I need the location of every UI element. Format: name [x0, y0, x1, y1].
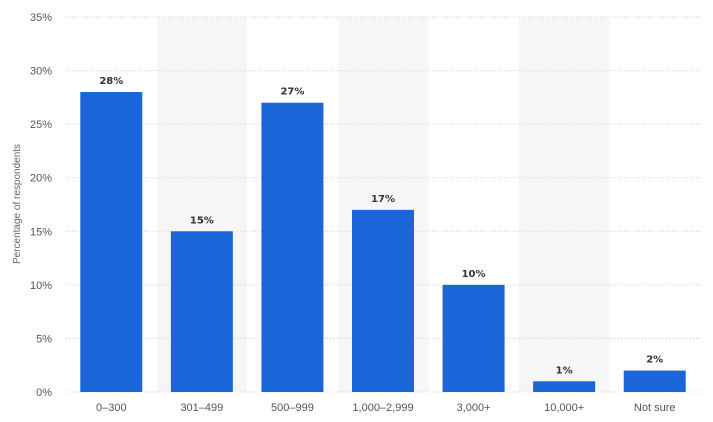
y-tick-label: 35%	[30, 12, 52, 24]
x-tick-label: 3,000+	[457, 402, 491, 414]
data-label: 27%	[280, 87, 304, 98]
x-tick-label: 0–300	[96, 402, 127, 414]
x-tick-label: 301–499	[180, 402, 223, 414]
data-label: 1%	[556, 365, 573, 376]
bar[interactable]	[533, 381, 596, 392]
data-label: 15%	[190, 215, 214, 226]
band	[518, 17, 610, 392]
data-label: 28%	[99, 76, 123, 87]
y-axis-title: Percentage of respondents	[12, 144, 23, 264]
bar[interactable]	[623, 370, 686, 392]
bar[interactable]	[442, 284, 505, 392]
x-tick-label: 500–999	[271, 402, 314, 414]
data-label: 17%	[371, 194, 395, 205]
bar[interactable]	[261, 102, 324, 392]
data-label: 2%	[646, 355, 663, 366]
y-tick-label: 0%	[36, 387, 52, 399]
data-labels: 28% 15% 27% 17% 10% 1% 2%	[99, 76, 663, 376]
x-tick-label: 10,000+	[544, 402, 584, 414]
bar[interactable]	[80, 92, 143, 392]
y-tick-labels: 0% 5% 10% 15% 20% 25% 30% 35%	[30, 12, 52, 399]
y-tick-label: 20%	[30, 173, 52, 185]
y-tick-label: 30%	[30, 66, 52, 78]
y-tick-label: 5%	[36, 333, 52, 345]
y-tick-label: 10%	[30, 280, 52, 292]
alternating-bands	[156, 17, 610, 392]
bar[interactable]	[170, 231, 233, 392]
bars	[80, 92, 686, 392]
y-tick-label: 25%	[30, 119, 52, 131]
x-tick-labels: 0–300 301–499 500–999 1,000–2,999 3,000+ 10,0…	[96, 402, 676, 414]
bar[interactable]	[352, 209, 414, 392]
x-tick-label: Not sure	[634, 402, 676, 414]
x-tick-label: 1,000–2,999	[352, 402, 413, 414]
data-label: 10%	[462, 269, 486, 280]
y-tick-label: 15%	[30, 226, 52, 238]
